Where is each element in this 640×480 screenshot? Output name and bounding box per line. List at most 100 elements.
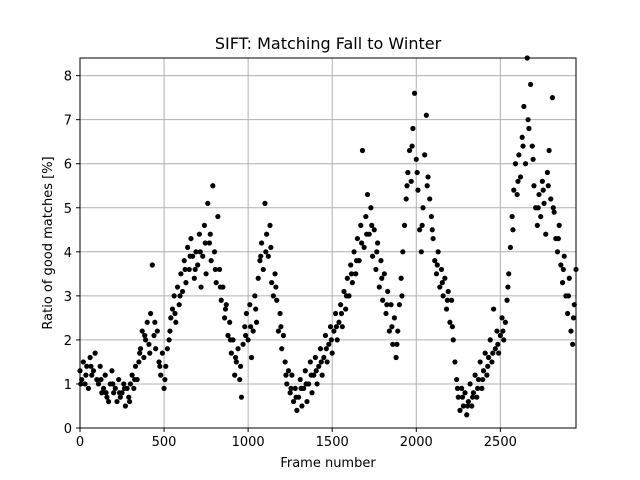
data-point (324, 359, 330, 365)
data-point (409, 143, 415, 149)
data-point (442, 275, 448, 281)
data-point (109, 368, 115, 374)
data-point (131, 385, 137, 391)
data-point (353, 271, 359, 277)
data-point (396, 302, 403, 308)
data-point (344, 275, 350, 281)
data-point (294, 407, 300, 413)
data-point (288, 385, 294, 391)
data-point (237, 363, 244, 369)
data-point (519, 134, 525, 140)
data-point (198, 284, 204, 290)
data-point (505, 284, 511, 290)
data-point (420, 205, 426, 211)
data-point (329, 350, 335, 356)
data-point (358, 222, 364, 228)
data-point (303, 381, 309, 387)
data-point (99, 390, 105, 396)
data-point (419, 222, 425, 228)
data-point (536, 191, 542, 198)
data-point (159, 350, 165, 356)
x-tick-label: 500 (152, 435, 177, 450)
data-point (548, 196, 554, 202)
data-point (206, 240, 213, 246)
data-point (361, 244, 367, 251)
data-point (253, 306, 259, 312)
data-point (405, 169, 411, 176)
data-point (454, 376, 460, 383)
data-point (164, 346, 171, 352)
data-point (232, 354, 239, 361)
data-point (193, 249, 199, 255)
data-point (560, 266, 566, 273)
data-point (354, 235, 361, 242)
data-point (338, 302, 344, 308)
data-point (218, 297, 224, 303)
data-point (100, 385, 107, 391)
data-point (265, 253, 271, 259)
data-point (388, 302, 394, 308)
data-point (529, 143, 535, 149)
data-point (403, 196, 409, 202)
data-point (390, 341, 396, 347)
data-point (307, 359, 313, 365)
data-point (480, 368, 487, 374)
data-point (359, 147, 366, 154)
y-tick-label: 6 (64, 158, 72, 173)
data-point (141, 354, 147, 361)
x-axis-label: Frame number (280, 456, 376, 471)
data-point (166, 337, 172, 343)
data-point (334, 337, 340, 343)
data-point (449, 324, 456, 330)
data-point (283, 372, 289, 378)
data-point (146, 341, 152, 347)
data-point (327, 324, 334, 330)
data-point (469, 394, 476, 400)
data-point (114, 398, 120, 405)
data-point (438, 266, 445, 273)
data-point (161, 385, 167, 391)
data-point (275, 328, 281, 334)
data-point (142, 332, 148, 339)
data-point (297, 376, 303, 383)
data-point (485, 354, 492, 361)
data-point (559, 280, 566, 286)
data-point (263, 249, 269, 255)
y-tick-label: 0 (64, 422, 72, 437)
data-point (499, 315, 505, 321)
data-point (512, 161, 519, 167)
data-point (394, 341, 400, 347)
data-point (381, 271, 387, 277)
data-point (336, 319, 342, 325)
data-point (544, 169, 551, 176)
data-point (243, 310, 250, 317)
data-point (565, 293, 572, 299)
data-point (406, 147, 413, 154)
data-point (364, 231, 370, 237)
chart-title: SIFT: Matching Fall to Winter (215, 34, 442, 53)
data-point (333, 324, 340, 330)
data-point (429, 227, 435, 233)
data-point (111, 390, 117, 396)
data-point (349, 280, 355, 286)
data-point (103, 390, 109, 396)
x-tick-label: 1000 (232, 435, 265, 450)
data-point (373, 266, 379, 273)
data-point (267, 222, 273, 228)
data-point (87, 354, 93, 361)
data-point (137, 350, 143, 356)
data-point (454, 385, 461, 391)
data-point (368, 205, 374, 211)
data-point (211, 249, 218, 255)
data-point (282, 359, 288, 365)
data-point (268, 244, 274, 251)
y-axis-label: Ratio of good matches [%] (41, 156, 56, 329)
data-point (556, 222, 562, 228)
data-point (401, 222, 408, 228)
data-point (526, 125, 532, 132)
data-point (227, 319, 233, 325)
data-point (243, 332, 249, 339)
data-point (102, 372, 108, 378)
data-point (279, 346, 285, 352)
